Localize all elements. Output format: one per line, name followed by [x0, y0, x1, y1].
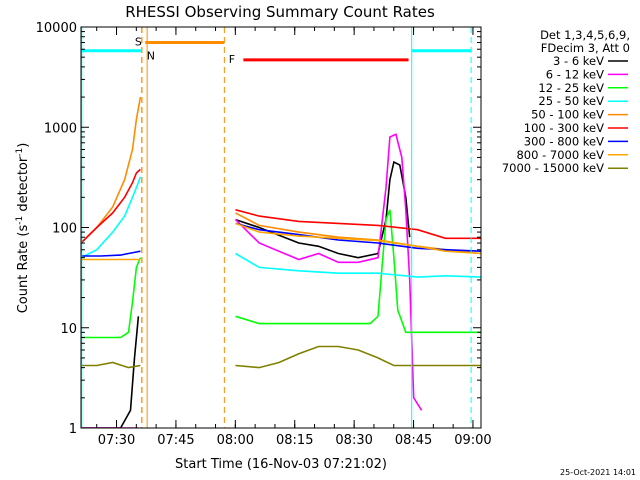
legend-entry-label: 7000 - 15000 keV: [502, 161, 604, 175]
x-tick-label: 09:00: [454, 433, 491, 448]
chart-title: RHESSI Observing Summary Count Rates: [125, 3, 435, 21]
legend-entry-label: 50 - 100 keV: [531, 108, 604, 122]
series-line-6: [81, 222, 481, 257]
legend-entry-label: 800 - 7000 keV: [516, 148, 604, 162]
footer-date: 25-Oct-2021 14:01: [560, 468, 636, 477]
x-tick-label: 08:00: [217, 433, 254, 448]
legend-entry-label: 6 - 12 keV: [546, 67, 604, 81]
plot-frame: [80, 26, 482, 429]
legend: Det 1,3,4,5,6,9,FDecim 3, Att 03 - 6 keV…: [502, 28, 630, 175]
legend-entry-label: 300 - 800 keV: [524, 134, 604, 148]
series-line-1: [81, 133, 423, 428]
y-tick-label: 10: [60, 322, 77, 337]
y-tick-label: 1: [69, 422, 77, 437]
legend-header: Det 1,3,4,5,6,9,: [540, 28, 630, 42]
x-tick-label: 08:45: [395, 433, 432, 448]
x-axis-label: Start Time (16-Nov-03 07:21:02): [175, 457, 387, 472]
series-line-8: [81, 345, 481, 369]
legend-entry-label: 3 - 6 keV: [553, 54, 604, 68]
y-axis-label: Count Rate (s-1 detector-1): [15, 143, 31, 314]
y-tick-label: 100: [52, 222, 77, 237]
y-tick-label: 10000: [36, 21, 77, 36]
flag-label: N: [147, 49, 155, 62]
y-tick-label: 1000: [44, 121, 77, 136]
flag-label: F: [229, 53, 235, 66]
x-tick-label: 07:30: [98, 433, 135, 448]
legend-entry-label: 12 - 25 keV: [538, 81, 604, 95]
series-line-5: [81, 168, 481, 244]
legend-entry-label: 25 - 50 keV: [538, 94, 604, 108]
legend-entry-label: 100 - 300 keV: [524, 121, 604, 135]
x-tick-label: 08:30: [335, 433, 372, 448]
x-tick-label: 07:45: [157, 433, 194, 448]
flag-label: S: [135, 35, 142, 48]
x-tick-label: 08:15: [276, 433, 313, 448]
series-line-7: [81, 222, 481, 261]
legend-header: FDecim 3, Att 0: [541, 41, 630, 55]
series-line-3: [81, 176, 481, 278]
